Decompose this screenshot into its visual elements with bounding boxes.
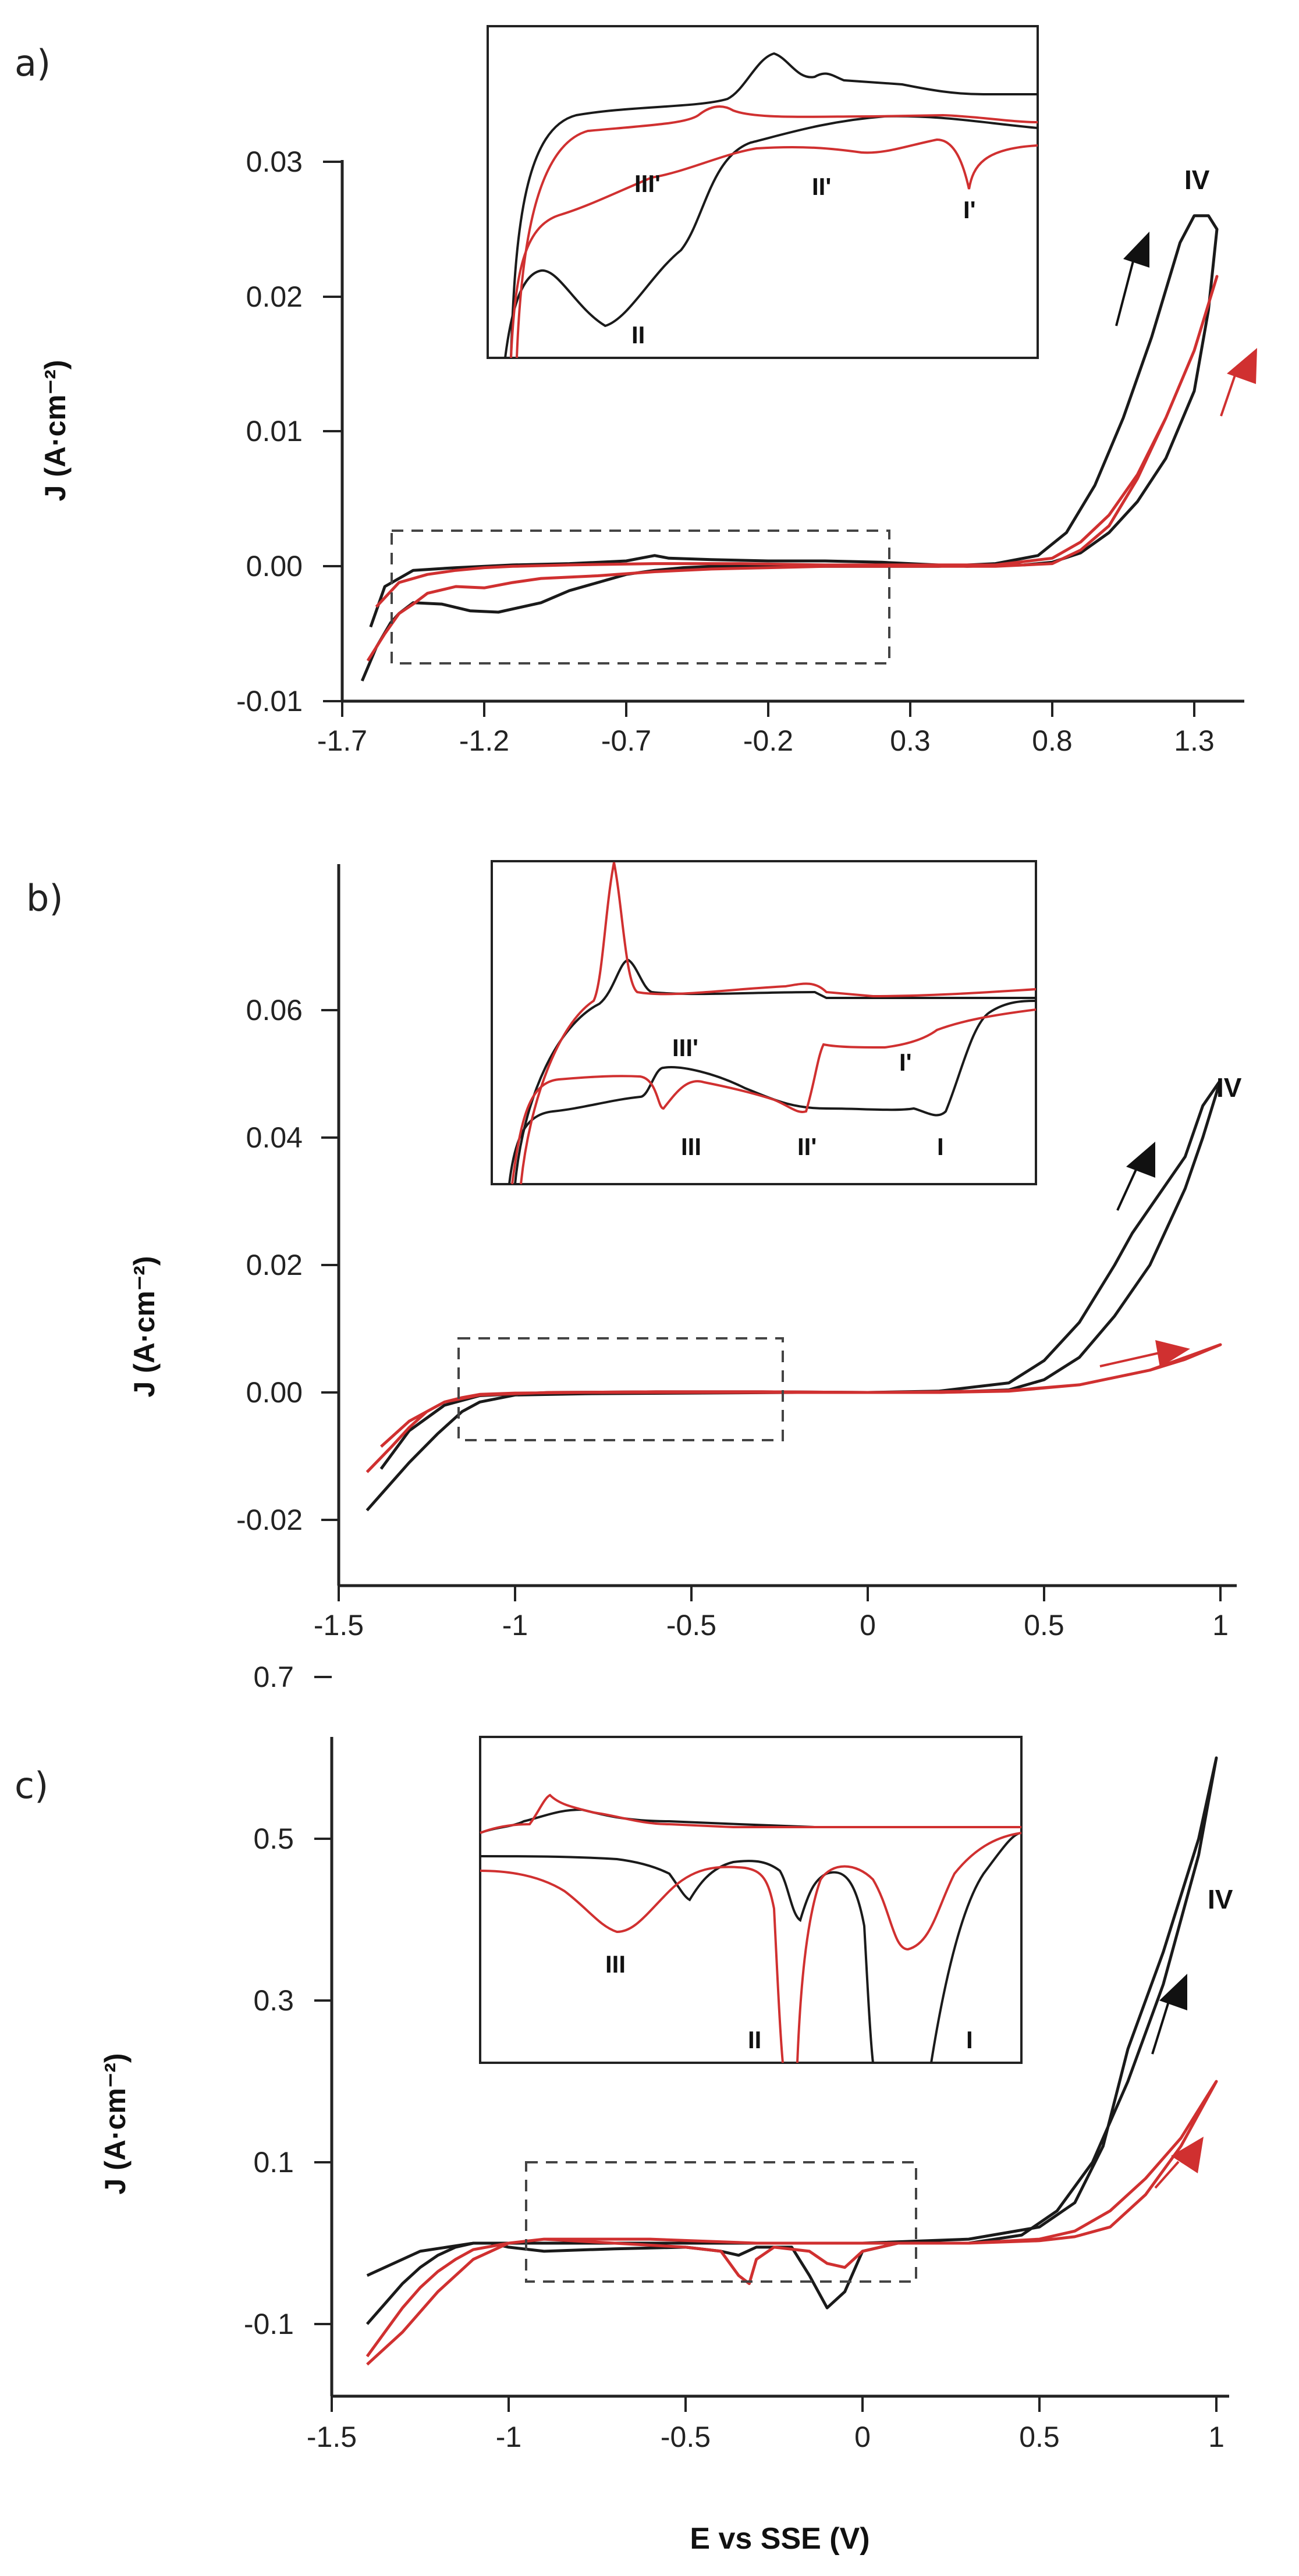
panel-a-ytick-label: 0.02 <box>246 280 303 313</box>
panel-a-inset-frame <box>487 25 1039 359</box>
panel-c-x-ticks: -1.5 -1 -0.5 0 0.5 1 <box>307 2396 1225 2453</box>
panel-a-inset-red-lower <box>510 138 1038 358</box>
panel-c-xtick-label: -0.5 <box>661 2421 711 2453</box>
panel-b-xtick-label: -1.5 <box>314 1609 364 1641</box>
panel-c-ytick-label: -0.1 <box>244 2308 294 2340</box>
panel-a-ytick-label: 0.01 <box>246 415 303 447</box>
panel-a-inset-label-iii-prime: III' <box>634 170 661 197</box>
panel-a-ytick-label: 0.00 <box>246 550 303 582</box>
panel-c-xtick-label: 0.5 <box>1019 2421 1060 2453</box>
panel-a-xtick-label: -0.2 <box>743 724 793 757</box>
panel-b-xtick-label: -1 <box>502 1609 528 1641</box>
panel-b-series-red <box>365 1343 1222 1473</box>
panel-a-y-label: J (A·cm⁻²) <box>39 360 72 501</box>
panel-c-ytick-label: 0.3 <box>253 1984 294 2017</box>
panel-b-xtick-label: 0.5 <box>1024 1609 1064 1641</box>
panel-c-xtick-label: 0 <box>854 2421 871 2453</box>
panel-a-inset-label-i-prime: I' <box>963 196 976 223</box>
panel-b-ytick-label: 0.06 <box>246 994 303 1026</box>
panel-b-inset-label-ii-prime: II' <box>797 1133 817 1160</box>
panel-c-y-label: J (A·cm⁻²) <box>99 2053 132 2194</box>
panel-b-xtick-label: 0 <box>860 1609 876 1641</box>
panel-c-series-red <box>365 2080 1218 2366</box>
panel-c-ytick-label: 0.1 <box>253 2146 294 2179</box>
panel-a-ytick-label: 0.03 <box>246 145 303 178</box>
panel-c-x-label: E vs SSE (V) <box>690 2522 869 2556</box>
panel-c-inset-black-lower <box>480 1832 1022 2063</box>
panel-b-inset-label-iii-prime: III' <box>672 1034 698 1061</box>
panel-a-inset-black-upper <box>510 52 1038 358</box>
panel-c-label-iv: IV <box>1208 1884 1233 1914</box>
panel-a-y-ticks: -0.01 0.00 0.01 0.02 0.03 <box>236 145 342 717</box>
panel-c-inset-frame <box>479 1736 1023 2064</box>
panel-c: c) J (A·cm⁻²) E vs SSE (V) -0.1 0.1 0.3 … <box>15 1661 1233 2556</box>
panel-b-xtick-label: 1 <box>1212 1609 1229 1641</box>
panel-b-inset: III' I' III II' I <box>491 860 1037 1185</box>
panel-c-y-ticks: -0.1 0.1 0.3 0.5 0.7 <box>244 1661 332 2340</box>
panel-a-xtick-label: -0.7 <box>601 724 651 757</box>
panel-c-zoom-box <box>525 2161 917 2283</box>
panel-c-inset-red-lower <box>480 1832 1022 2063</box>
panel-c-ytick-label: 0.7 <box>253 1661 294 1693</box>
panel-c-letter: c) <box>15 1764 48 1807</box>
panel-a-xtick-label: -1.2 <box>459 724 509 757</box>
panel-a-xtick-label: -1.7 <box>317 724 367 757</box>
panel-a-ytick-label: -0.01 <box>236 685 303 717</box>
panel-b-xtick-label: -0.5 <box>666 1609 716 1641</box>
panel-b-red-arrow <box>1099 1340 1190 1367</box>
panel-c-ytick-label: 0.5 <box>253 1822 294 1855</box>
panel-b: b) J (A·cm⁻²) -0.02 0.00 0.02 0.04 0.06 … <box>26 860 1242 1641</box>
panel-a-letter: a) <box>15 42 51 84</box>
panel-b-inset-red-upper <box>520 862 1037 1185</box>
panel-b-ytick-label: 0.00 <box>246 1376 303 1409</box>
panel-b-inset-red-lower <box>511 1008 1037 1185</box>
panel-b-ytick-label: 0.04 <box>246 1121 303 1154</box>
panel-c-inset-label-ii: II <box>748 2026 761 2053</box>
panel-b-ytick-label: -0.02 <box>236 1504 303 1536</box>
panel-a-black-arrow <box>1115 232 1149 326</box>
panel-a-series-red <box>366 275 1219 662</box>
panel-a-inset-label-ii: II <box>631 321 645 349</box>
panel-c-xtick-label: -1 <box>496 2421 521 2453</box>
panel-c-inset-red-upper <box>480 1793 1021 1834</box>
panel-a-inset: III' II' I' II <box>487 25 1039 359</box>
panel-c-xtick-label: 1 <box>1208 2421 1225 2453</box>
panel-b-y-ticks: -0.02 0.00 0.02 0.04 0.06 <box>236 994 339 1536</box>
panel-a-xtick-label: 0.3 <box>890 724 931 757</box>
panel-c-inset: III II I <box>479 1736 1023 2064</box>
panel-a: a) J (A·cm⁻²) -0.01 0.00 0.01 0.02 0.03 <box>15 25 1257 757</box>
panel-c-black-arrow <box>1151 1974 1187 2055</box>
panel-b-inset-label-i-prime: I' <box>899 1049 912 1076</box>
panel-b-zoom-box <box>457 1337 784 1441</box>
panel-c-inset-label-i: I <box>966 2026 973 2053</box>
panel-a-xtick-label: 1.3 <box>1174 724 1215 757</box>
panel-b-y-label: J (A·cm⁻²) <box>128 1256 161 1397</box>
panel-b-inset-label-iii: III <box>681 1133 701 1160</box>
panel-b-x-ticks: -1.5 -1 -0.5 0 0.5 1 <box>314 1586 1229 1641</box>
panel-a-zoom-box <box>391 530 890 665</box>
panel-b-inset-frame <box>491 860 1037 1185</box>
panel-b-label-iv: IV <box>1216 1072 1242 1103</box>
panel-a-x-ticks: -1.7 -1.2 -0.7 -0.2 0.3 0.8 1.3 <box>317 701 1215 757</box>
panel-b-letter: b) <box>26 877 63 919</box>
panel-c-red-arrow <box>1154 2137 1204 2189</box>
panel-b-black-arrow <box>1116 1142 1155 1211</box>
panel-c-xtick-label: -1.5 <box>307 2421 357 2453</box>
panel-a-inset-red-upper <box>516 105 1038 358</box>
panel-a-xtick-label: 0.8 <box>1032 724 1073 757</box>
panel-b-inset-label-i: I <box>937 1133 944 1160</box>
panel-a-red-arrow <box>1220 348 1257 417</box>
panel-a-label-iv: IV <box>1184 165 1210 195</box>
panel-b-ytick-label: 0.02 <box>246 1249 303 1281</box>
panel-c-inset-label-iii: III <box>605 1950 626 1978</box>
panel-a-series-black <box>360 214 1219 682</box>
panel-a-inset-label-ii-prime: II' <box>812 173 831 200</box>
